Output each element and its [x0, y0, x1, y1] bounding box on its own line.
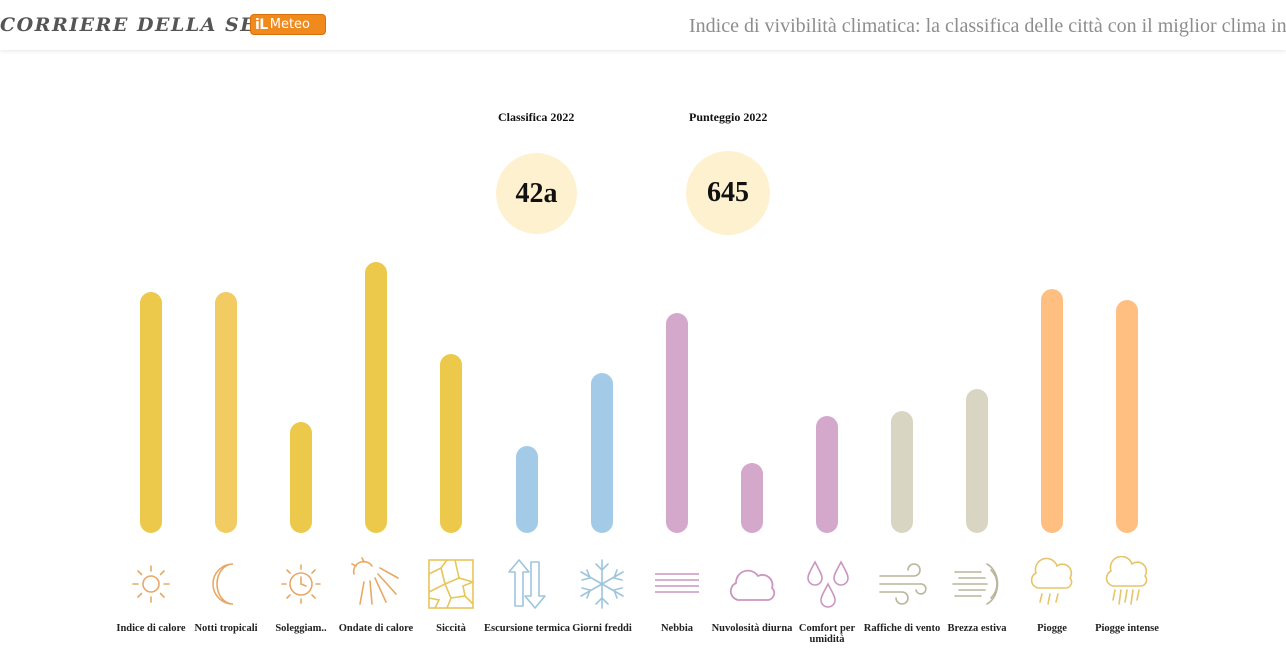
wind-gusts-icon	[876, 556, 928, 612]
bar-1[interactable]	[140, 292, 162, 533]
rain-cloud-icon	[1026, 556, 1078, 612]
bar-14[interactable]	[1116, 300, 1138, 533]
bar-2[interactable]	[215, 292, 237, 533]
snowflake-icon	[576, 556, 628, 612]
cracked-ground-icon	[425, 556, 477, 612]
bar-12[interactable]	[966, 389, 988, 533]
indicator-label: Nebbia	[660, 623, 694, 634]
bar-9[interactable]	[741, 463, 763, 533]
bar-5[interactable]	[440, 354, 462, 533]
indicator-label: Notti tropicali	[194, 623, 258, 634]
indicator-label: Raffiche di vento	[863, 623, 941, 634]
indicator-label: Giorni freddi	[572, 623, 632, 634]
breeze-icon	[951, 556, 1003, 612]
indicator-label: Brezza estiva	[947, 623, 1007, 634]
meteo-badge-il: iL	[255, 16, 268, 33]
indicator-label: Indice di calore	[116, 623, 186, 634]
indicator-label: Soleggiam..	[275, 623, 327, 634]
bar-7[interactable]	[591, 373, 613, 533]
moon-icon	[200, 556, 252, 612]
bar-8[interactable]	[666, 313, 688, 533]
page-title: Indice di vivibilità climatica: la class…	[689, 15, 1286, 37]
bar-10[interactable]	[816, 416, 838, 533]
indicator-label: Comfort per umidità	[798, 623, 856, 645]
brand-logo[interactable]: CORRIERE DELLA SERA	[0, 14, 290, 36]
score-circle: 645	[686, 151, 770, 235]
sun-clock-icon	[275, 556, 327, 612]
meteo-badge-word: Meteo	[269, 17, 310, 32]
meteo-badge[interactable]: iL Meteo	[250, 14, 326, 35]
indicator-label: Siccità	[436, 623, 466, 634]
sun-icon	[125, 556, 177, 612]
indicator-label: Nuvolosità diurna	[711, 623, 793, 634]
bar-11[interactable]	[891, 411, 913, 533]
top-bar: CORRIERE DELLA SERA iL Meteo Indice di v…	[0, 0, 1286, 50]
bar-3[interactable]	[290, 422, 312, 533]
heatwave-sun-icon	[350, 556, 402, 612]
rank-circle: 42a	[496, 153, 577, 234]
indicator-label: Ondate di calore	[338, 623, 414, 634]
fog-icon	[651, 556, 703, 612]
bar-6[interactable]	[516, 446, 538, 533]
bar-4[interactable]	[365, 262, 387, 533]
cloud-icon	[726, 556, 778, 612]
indicator-label: Piogge	[1037, 623, 1067, 634]
indicator-label: Piogge intense	[1095, 623, 1159, 634]
heavy-rain-icon	[1101, 556, 1153, 612]
score-label: Punteggio 2022	[689, 110, 768, 124]
indicator-label: Escursione termica	[483, 623, 571, 634]
rank-label: Classifica 2022	[498, 110, 575, 124]
arrows-updown-icon	[501, 556, 553, 612]
bar-13[interactable]	[1041, 289, 1063, 533]
drops-icon	[801, 556, 853, 612]
